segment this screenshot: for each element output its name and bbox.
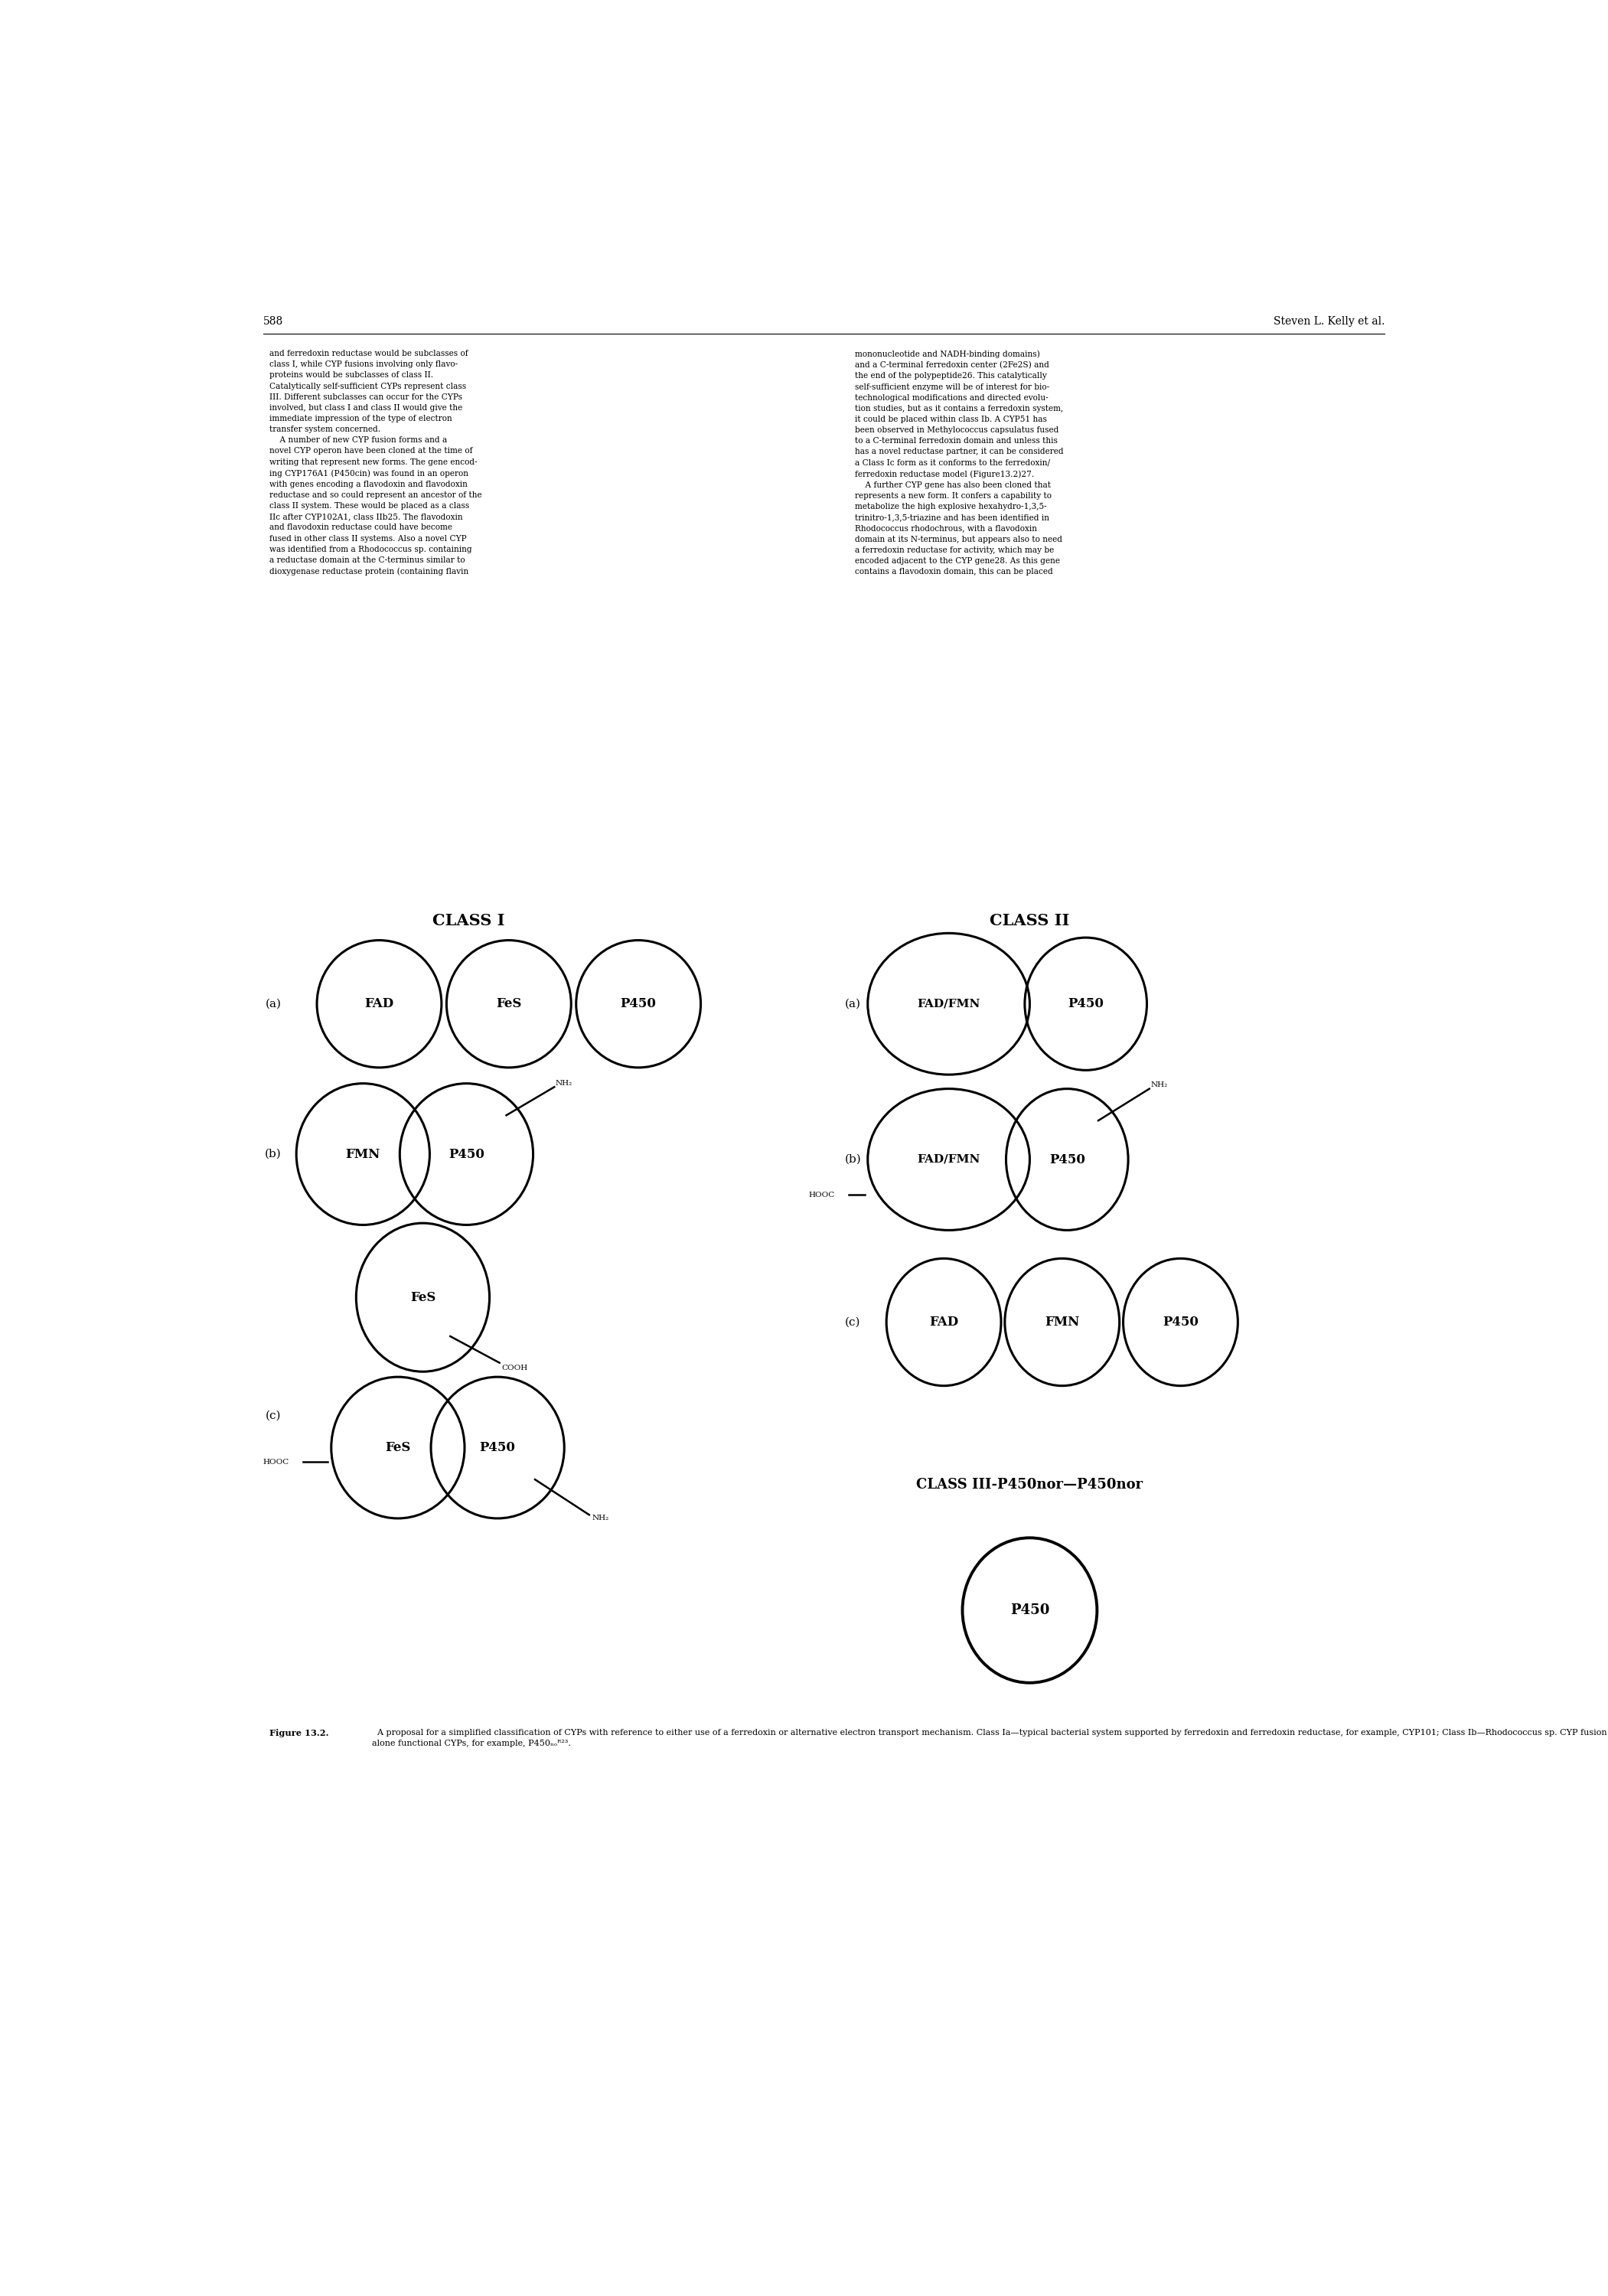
Text: NH₂: NH₂ [555, 1079, 572, 1086]
Text: (b): (b) [844, 1155, 862, 1164]
Text: (c): (c) [265, 1410, 281, 1421]
Text: P450: P450 [1163, 1316, 1198, 1329]
Text: P450: P450 [1048, 1153, 1085, 1166]
Text: CLASS I: CLASS I [433, 914, 505, 928]
Text: CLASS II: CLASS II [991, 914, 1069, 928]
Text: 588: 588 [264, 317, 283, 326]
Text: HOOC: HOOC [262, 1458, 289, 1465]
Text: Figure 13.2.: Figure 13.2. [270, 1729, 330, 1738]
Text: A proposal for a simplified classification of CYPs with reference to either use : A proposal for a simplified classificati… [371, 1729, 1608, 1747]
Text: FeS: FeS [386, 1442, 410, 1453]
Text: FMN: FMN [1045, 1316, 1079, 1329]
Text: HOOC: HOOC [809, 1192, 835, 1199]
Text: NH₂: NH₂ [592, 1515, 609, 1522]
Text: FeS: FeS [410, 1290, 436, 1304]
Text: P450: P450 [1010, 1603, 1050, 1616]
Text: Steven L. Kelly et al.: Steven L. Kelly et al. [1274, 317, 1384, 326]
Text: (c): (c) [844, 1318, 860, 1327]
Text: P450: P450 [1068, 996, 1103, 1010]
Text: COOH: COOH [502, 1364, 527, 1371]
Text: (b): (b) [265, 1148, 281, 1159]
Text: and ferredoxin reductase would be subclasses of
class I, while CYP fusions invol: and ferredoxin reductase would be subcla… [270, 349, 482, 576]
Text: FAD/FMN: FAD/FMN [917, 1155, 981, 1164]
Text: P450: P450 [479, 1442, 516, 1453]
Text: P450: P450 [621, 996, 656, 1010]
Text: FAD: FAD [365, 996, 394, 1010]
Text: FAD/FMN: FAD/FMN [917, 999, 981, 1010]
Text: FMN: FMN [346, 1148, 381, 1162]
Text: NH₂: NH₂ [1151, 1081, 1167, 1088]
Text: P450: P450 [449, 1148, 484, 1162]
Text: (a): (a) [844, 999, 860, 1010]
Text: mononucleotide and NADH-binding domains)
and a C-terminal ferredoxin center (2Fe: mononucleotide and NADH-binding domains)… [855, 349, 1064, 576]
Text: CLASS III-P450nor—P450nor: CLASS III-P450nor—P450nor [917, 1479, 1143, 1492]
Text: (a): (a) [265, 999, 281, 1010]
Text: FAD: FAD [929, 1316, 958, 1329]
Text: FeS: FeS [495, 996, 521, 1010]
